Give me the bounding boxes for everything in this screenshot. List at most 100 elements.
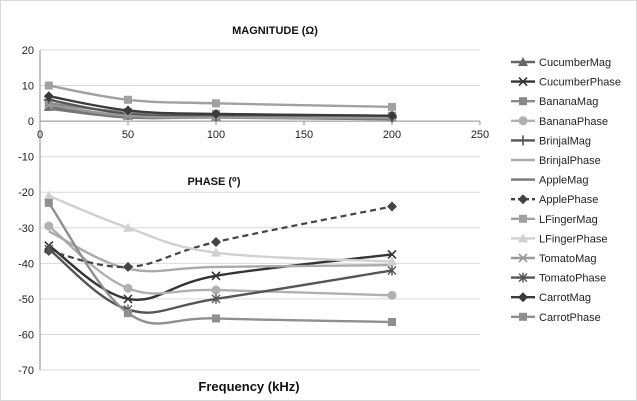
legend-item-carrotmag: CarrotMag [511, 292, 591, 304]
series-applephase [43, 201, 397, 272]
y-tick-label: -30 [18, 223, 34, 235]
data-point-lfingerphase [387, 256, 397, 266]
legend-marker [518, 135, 528, 146]
legend-label: AppleMag [539, 175, 589, 187]
y-tick-label: 0 [28, 116, 34, 128]
data-point-carrotmag [123, 105, 133, 116]
data-point-lfingerphase [211, 247, 221, 257]
data-point-cucumberphase [123, 294, 133, 304]
data-point-tomatophase [387, 265, 397, 276]
legend-item-tomatophase: TomatoPhase [511, 272, 606, 285]
legend-item-applemag: AppleMag [511, 175, 589, 187]
legend-marker [518, 57, 528, 66]
legend-item-lfingermag: LFingerMag [511, 214, 598, 226]
x-tick-label: 100 [207, 129, 225, 141]
y-tick-label: -60 [18, 329, 34, 341]
legend-item-lfingerphase: LFingerPhase [511, 233, 608, 245]
y-tick-label: 10 [22, 81, 34, 93]
legend-item-brinjalmag: BrinjalMag [511, 135, 591, 147]
series-layer [43, 81, 397, 326]
data-point-carrotmag [211, 109, 221, 119]
legend-item-tomatomag: TomatoMag [511, 253, 596, 265]
legend-label: CarrotPhase [539, 312, 601, 324]
legend-label: CucumberMag [539, 57, 611, 69]
legend-marker [518, 292, 528, 303]
data-point-carrotphase [388, 318, 396, 326]
data-point-carrotphase [124, 309, 132, 318]
legend-marker [519, 312, 527, 321]
series-cucumberphase [44, 240, 397, 304]
data-point-cucumberphase [211, 271, 221, 281]
x-tick-label: 50 [122, 129, 134, 141]
legend-item-bananaphase: BananaPhase [511, 116, 608, 128]
series-lfingermag [44, 81, 396, 111]
series-carrotphase [44, 198, 396, 326]
y-tick-label: -20 [18, 187, 34, 199]
data-point-lfingermag [44, 81, 53, 90]
grid-layer [40, 49, 480, 371]
legend-marker [518, 194, 528, 205]
series-line-bananaphase [48, 225, 393, 297]
data-point-tomatomag [123, 111, 133, 121]
x-tick-label: 150 [295, 129, 313, 141]
y-tick-label: -70 [18, 365, 34, 377]
data-point-carrotphase [44, 198, 53, 207]
series-line-lfingermag [48, 84, 393, 109]
magnitude-title: MAGNITUDE (Ω) [232, 25, 318, 37]
legend-label: TomatoMag [539, 253, 596, 265]
series-carrotmag [43, 91, 397, 121]
series-line-applephase [48, 205, 393, 269]
series-line-lfingerphase [48, 194, 393, 263]
data-point-applephase [387, 201, 397, 212]
series-line-brinjalphase [48, 230, 393, 273]
data-point-bananaphase [123, 283, 133, 293]
series-line-cucumberphase [48, 244, 393, 301]
data-point-carrotmag [387, 110, 397, 121]
legend-item-applephase: ApplePhase [511, 194, 598, 206]
x-tick-label: 0 [37, 129, 43, 141]
legend-marker [518, 116, 528, 126]
y-tick-label: -40 [18, 258, 34, 270]
y-tick-label: -10 [18, 152, 34, 164]
data-point-lfingerphase [43, 190, 54, 200]
data-point-lfingermag [212, 99, 220, 108]
legend-item-cucumberphase: CucumberPhase [511, 77, 621, 89]
legend-marker [518, 233, 528, 243]
data-point-tomatophase [44, 244, 54, 255]
legend-label: BrinjalMag [539, 135, 591, 147]
legend-item-bananamag: BananaMag [511, 96, 598, 108]
legend-marker [519, 97, 527, 106]
data-point-bananaphase [387, 290, 397, 300]
legend-marker [518, 77, 528, 87]
data-point-carrotmag [43, 91, 54, 102]
series-line-carrotphase [47, 202, 393, 325]
legend-label: CarrotMag [539, 292, 591, 304]
data-point-bananaphase [44, 221, 54, 231]
legend-label: CucumberPhase [539, 77, 621, 89]
data-point-tomatophase [211, 293, 221, 304]
legend-label: BananaPhase [539, 116, 608, 128]
data-point-tomatomag [44, 100, 54, 110]
x-axis-label: Frequency (kHz) [198, 379, 299, 394]
series-line-carrotmag [48, 95, 393, 117]
data-point-applephase [123, 261, 133, 272]
y-tick-label: -50 [18, 294, 34, 306]
legend-label: BrinjalPhase [539, 155, 601, 167]
data-point-lfingermag [124, 95, 132, 104]
series-line-tomatophase [48, 248, 393, 314]
data-point-cucumberphase [387, 249, 397, 260]
phase-title: PHASE (⁰) [187, 176, 240, 188]
y-tick-label: 20 [22, 45, 34, 57]
series-bananaphase [44, 221, 397, 300]
legend-marker [519, 214, 527, 223]
legend-item-carrotphase: CarrotPhase [511, 312, 601, 324]
legend-item-cucumbermag: CucumberMag [511, 57, 611, 69]
legend-label: BananaMag [539, 96, 598, 108]
x-tick-label: 250 [471, 129, 489, 141]
legend-label: LFingerMag [539, 214, 598, 226]
legend-marker [518, 272, 528, 283]
